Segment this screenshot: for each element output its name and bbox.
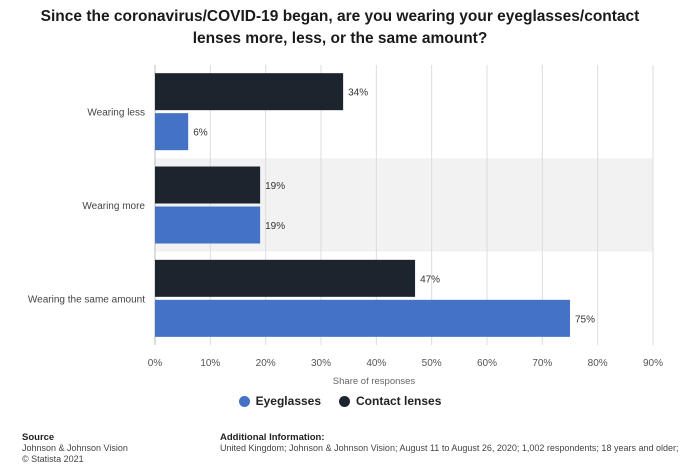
data-label-contact-lenses-wearing-the-same-amount: 47% xyxy=(420,274,440,285)
data-label-eyeglasses-wearing-more: 19% xyxy=(265,221,285,232)
x-tick-label-60: 60% xyxy=(477,358,497,369)
additional-info-block: Additional Information: United Kingdom; … xyxy=(220,432,680,454)
legend-item-eyeglasses[interactable]: Eyeglasses xyxy=(238,394,322,408)
additional-info-heading: Additional Information: xyxy=(220,432,325,443)
bar-contact-lenses-wearing-the-same-amount xyxy=(155,259,416,297)
additional-info-text: United Kingdom; Johnson & Johnson Vision… xyxy=(220,443,680,453)
bar-eyeglasses-wearing-less xyxy=(155,113,189,151)
bar-chart: 0% 10% 20% 30% 40% 50% 60% 70% 80% 90% Share of re… xyxy=(28,65,663,387)
legend: Eyeglasses Contact lenses xyxy=(0,394,680,408)
bar-contact-lenses-wearing-more xyxy=(155,166,261,204)
x-tick-label-90: 90% xyxy=(643,358,663,369)
source-line[interactable]: Johnson & Johnson Vision xyxy=(22,443,128,453)
source-block: Source Johnson & Johnson Vision © Statis… xyxy=(22,432,128,465)
category-label-wearing-more: Wearing more xyxy=(82,201,145,212)
x-tick-label-40: 40% xyxy=(366,358,386,369)
x-tick-label-30: 30% xyxy=(311,358,331,369)
x-tick-label-10: 10% xyxy=(200,358,220,369)
chart-title: Since the coronavirus/COVID-19 began, ar… xyxy=(40,8,640,47)
category-label-wearing-less: Wearing less xyxy=(87,108,145,119)
legend-label-eyeglasses: Eyeglasses xyxy=(255,394,322,408)
x-axis-title: Share of responses xyxy=(333,376,416,387)
category-label-wearing-the-same-amount: Wearing the same amount xyxy=(28,294,145,305)
x-tick-label-80: 80% xyxy=(588,358,608,369)
data-label-eyeglasses-wearing-the-same-amount: 75% xyxy=(575,314,595,325)
copyright-line[interactable]: © Statista 2021 xyxy=(22,454,84,464)
legend-label-contact-lenses: Contact lenses xyxy=(356,394,442,408)
x-tick-label-70: 70% xyxy=(532,358,552,369)
bar-eyeglasses-wearing-the-same-amount xyxy=(155,299,570,337)
x-tick-label-0: 0% xyxy=(148,358,163,369)
x-tick-label-50: 50% xyxy=(422,358,442,369)
bar-eyeglasses-wearing-more xyxy=(155,206,261,244)
x-tick-label-20: 20% xyxy=(256,358,276,369)
data-label-contact-lenses-wearing-less: 34% xyxy=(348,88,368,99)
data-label-contact-lenses-wearing-more: 19% xyxy=(265,181,285,192)
source-heading: Source xyxy=(22,432,55,443)
legend-marker-eyeglasses xyxy=(238,395,250,407)
legend-marker-contact-lenses xyxy=(339,395,351,407)
bar-contact-lenses-wearing-less xyxy=(155,73,344,111)
legend-item-contact-lenses[interactable]: Contact lenses xyxy=(339,394,441,408)
data-label-eyeglasses-wearing-less: 6% xyxy=(193,128,208,139)
